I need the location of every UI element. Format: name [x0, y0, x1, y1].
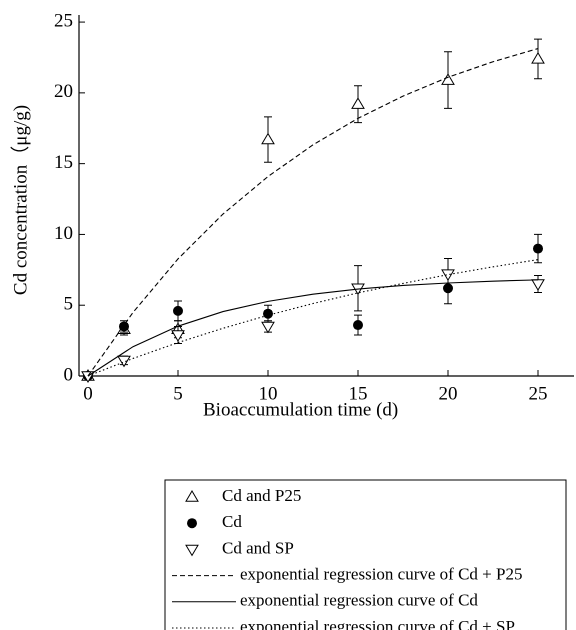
data-point	[173, 305, 183, 316]
data-point	[263, 308, 273, 319]
legend-label: Cd and P25	[222, 486, 301, 505]
legend-label: Cd	[222, 512, 242, 531]
regression-curve	[87, 48, 539, 377]
x-tick-label: 20	[439, 383, 458, 404]
data-point	[441, 269, 455, 282]
y-tick-label: 10	[54, 223, 73, 244]
data-point	[531, 279, 545, 291]
regression-curve	[87, 279, 539, 377]
legend-marker	[187, 518, 197, 529]
legend-label: exponential regression curve of Cd	[240, 591, 478, 610]
y-axis-label: Cd concentration（μg/g)	[9, 105, 31, 295]
legend-label: Cd and SP	[222, 538, 294, 557]
y-tick-label: 15	[54, 152, 73, 173]
data-point	[261, 321, 275, 334]
y-tick-label: 20	[54, 81, 73, 102]
x-tick-label: 0	[83, 383, 93, 404]
data-point	[531, 51, 545, 64]
legend-marker	[185, 490, 199, 502]
y-tick-label: 5	[64, 294, 74, 315]
x-tick-label: 15	[349, 383, 368, 404]
legend-label: exponential regression curve of Cd + P25	[240, 565, 522, 584]
data-point	[441, 73, 455, 85]
legend-label: exponential regression curve of Cd + SP	[240, 617, 515, 630]
regression-curve	[87, 259, 539, 377]
x-tick-label: 10	[259, 383, 278, 404]
y-tick-label: 0	[64, 364, 74, 385]
x-axis-label: Bioaccumulation time (d)	[203, 399, 398, 420]
data-point	[351, 97, 365, 109]
data-point	[533, 243, 543, 254]
x-tick-label: 5	[173, 383, 183, 404]
legend-marker	[185, 544, 199, 557]
legend-box	[164, 479, 567, 630]
data-point	[353, 320, 363, 331]
data-point	[171, 330, 185, 342]
data-point	[261, 132, 275, 145]
x-tick-label: 25	[529, 383, 548, 404]
data-point	[117, 355, 131, 368]
y-tick-label: 25	[54, 10, 73, 31]
